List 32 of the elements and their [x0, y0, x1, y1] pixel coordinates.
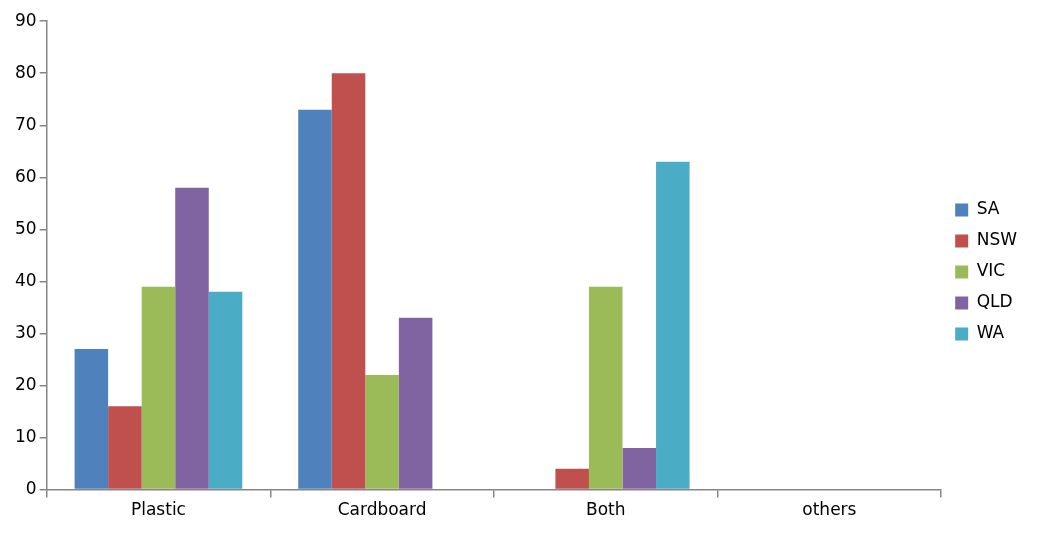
bar [74, 349, 109, 489]
y-tick-label: 90 [14, 9, 37, 30]
bar [108, 406, 142, 489]
bar [365, 375, 399, 489]
bar [555, 468, 589, 489]
y-tick-label: 50 [14, 217, 37, 238]
x-tick-label: Both [585, 499, 626, 520]
y-tick-label: 20 [14, 373, 37, 394]
bar [141, 286, 176, 489]
x-tick-label: others [802, 499, 857, 520]
bar [656, 161, 690, 489]
y-tick-label: 10 [14, 425, 37, 446]
y-tick-label: 70 [14, 113, 37, 134]
bar [622, 447, 657, 489]
bar [175, 187, 209, 489]
y-tick-label: 60 [14, 165, 37, 186]
legend-label: WA [976, 322, 1005, 343]
bar [298, 109, 332, 489]
bar [331, 73, 366, 489]
legend-label: SA [976, 198, 1000, 219]
x-tick-label: Plastic [130, 499, 186, 520]
bar [588, 286, 623, 489]
legend-label: NSW [976, 229, 1018, 250]
y-tick-label: 40 [14, 269, 37, 290]
legend-label: QLD [976, 291, 1013, 312]
x-tick-label: Cardboard [337, 499, 427, 520]
legend-label: VIC [976, 260, 1006, 281]
y-tick-label: 80 [14, 61, 37, 82]
bar [208, 291, 243, 489]
bar [398, 317, 433, 489]
y-tick-label: 0 [25, 478, 37, 499]
y-tick-label: 30 [14, 321, 37, 342]
